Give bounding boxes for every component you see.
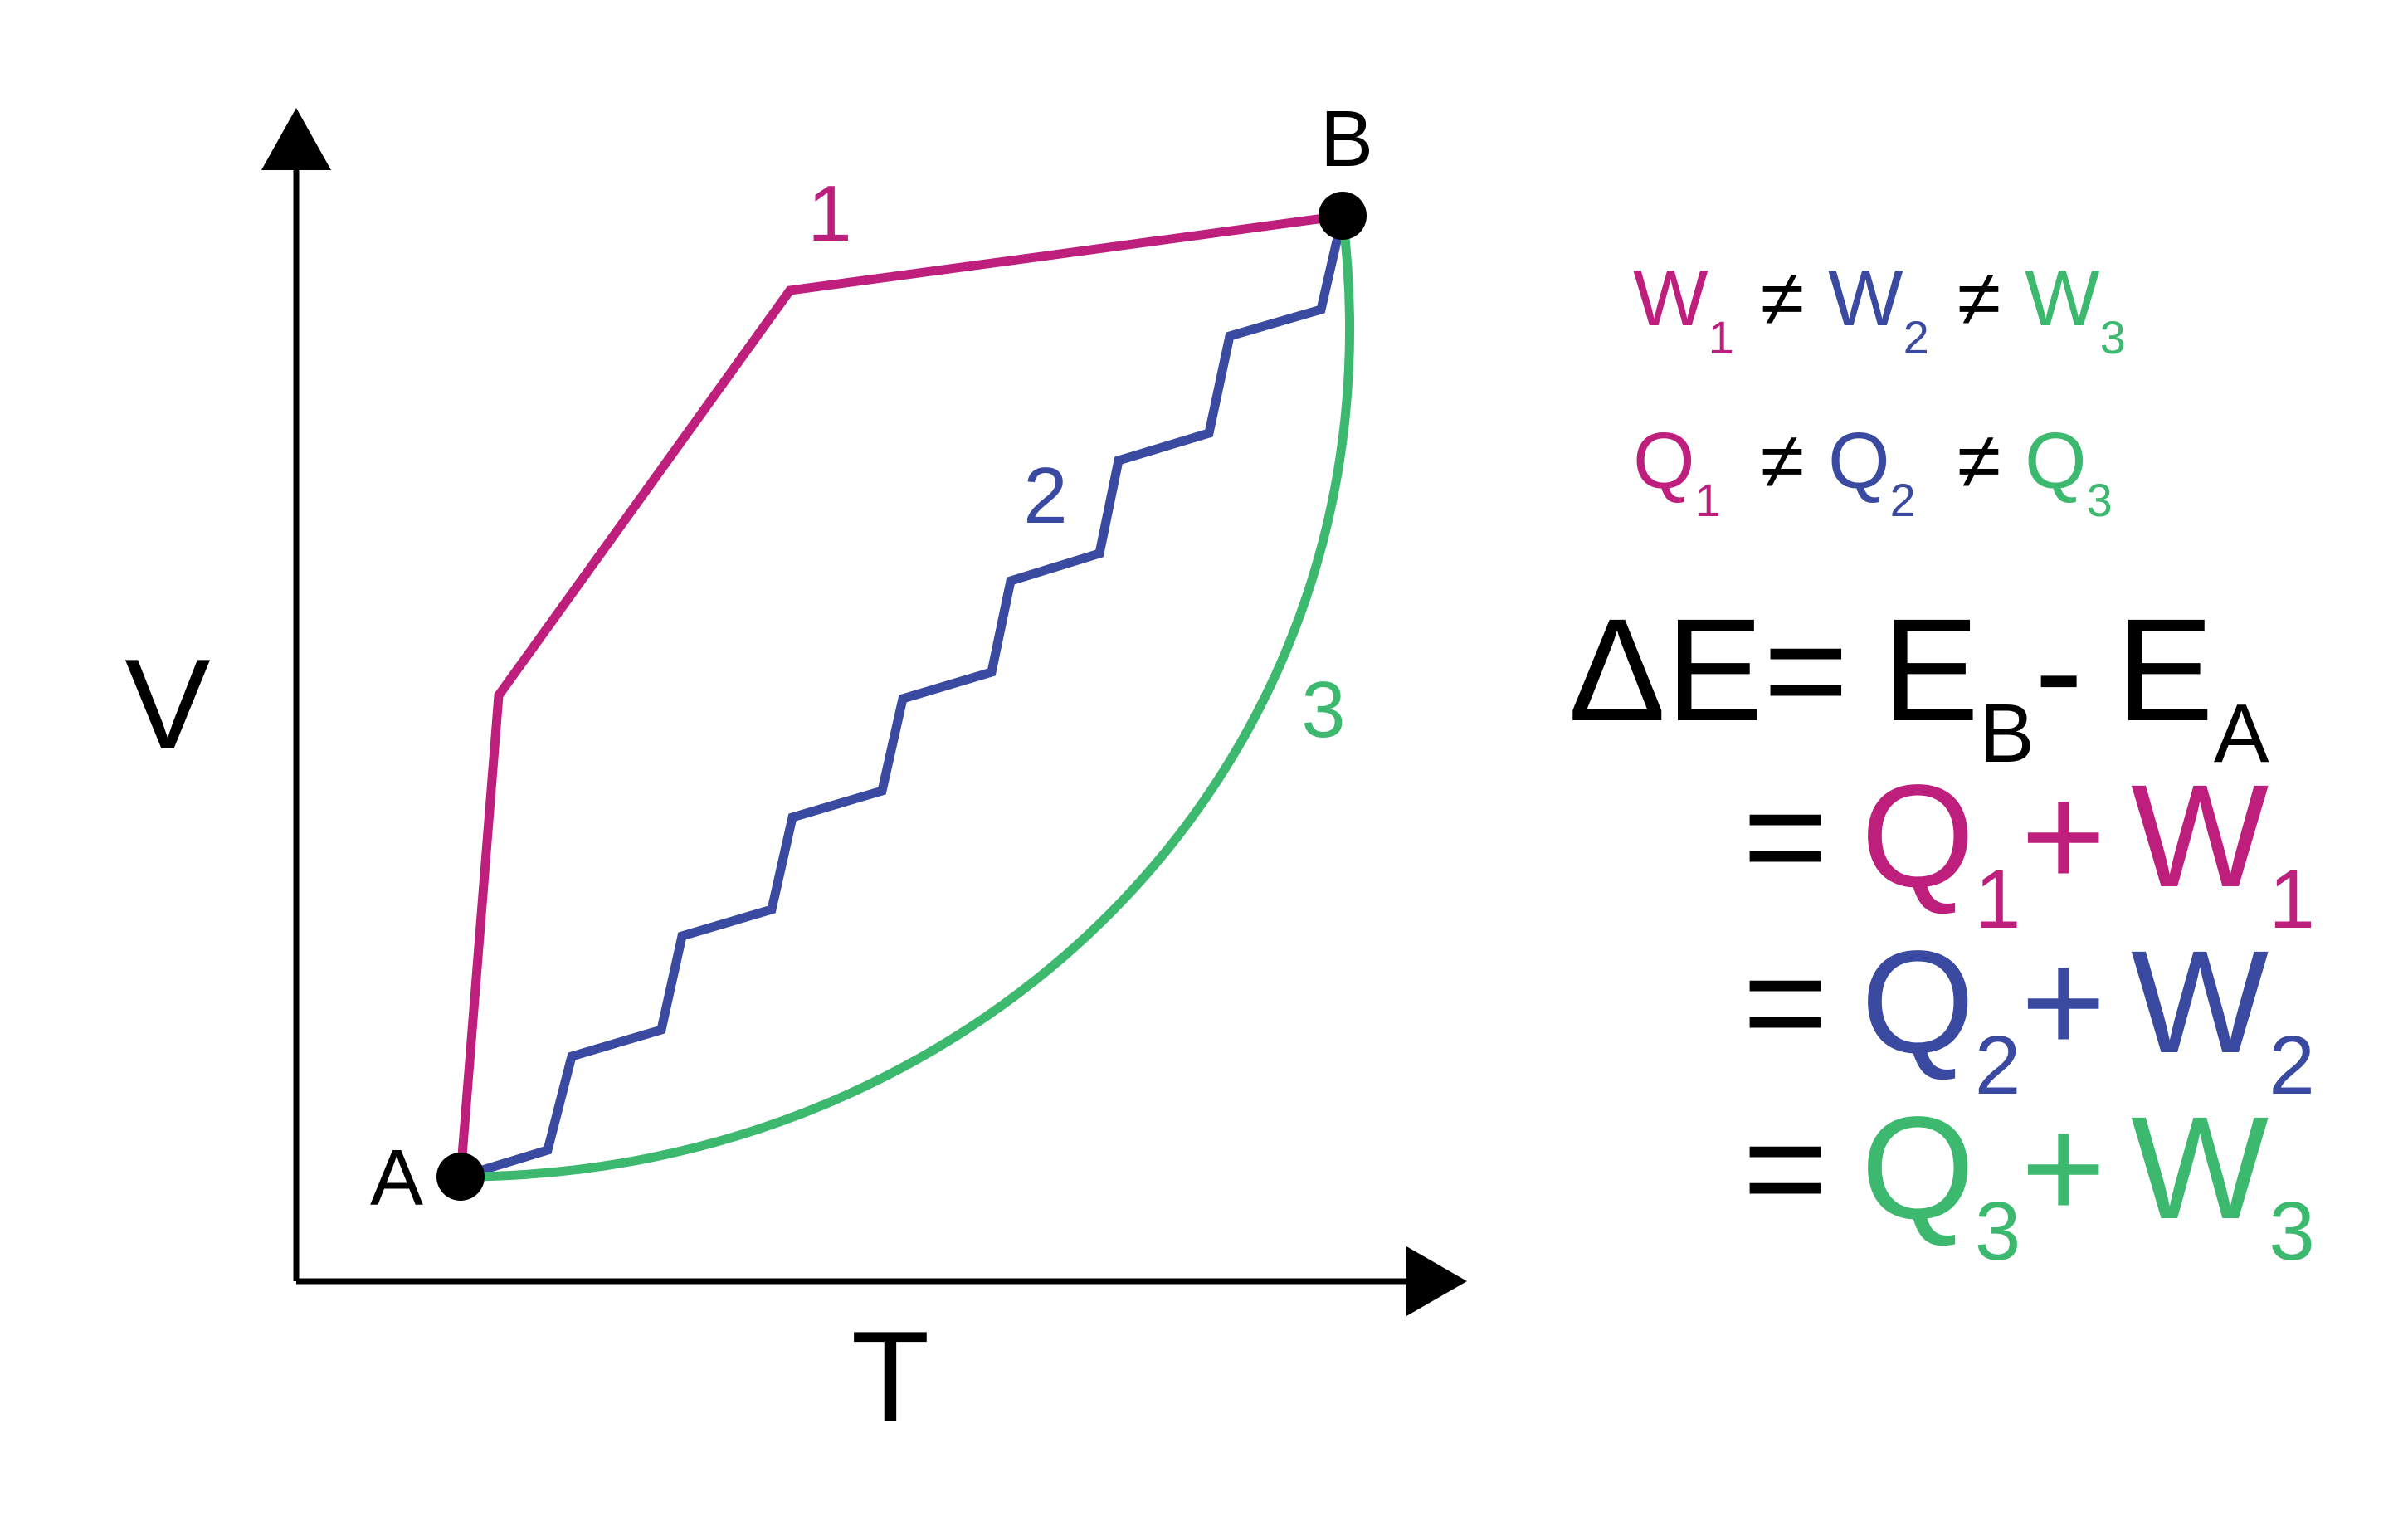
point-a-marker <box>436 1153 485 1201</box>
t-axis-label: T <box>851 1304 930 1448</box>
svg-text:W2: W2 <box>1828 254 1929 363</box>
w3-term-sub: 3 <box>2269 1185 2315 1278</box>
q2-sub: 2 <box>1890 474 1916 526</box>
ne-sign: ≠ <box>1957 417 2001 505</box>
q3-sub: 3 <box>2087 474 2113 526</box>
equals-sign: = <box>1743 921 1828 1084</box>
ne-sign: ≠ <box>1761 417 1805 505</box>
minus-sign: - <box>2035 589 2084 752</box>
delta-e-line: ΔE= EB- EA <box>1568 589 2269 780</box>
plus-sign: + <box>2020 1087 2106 1250</box>
v-axis-arrowhead <box>261 108 331 170</box>
svg-text:W3: W3 <box>2025 254 2126 363</box>
w3-term: W <box>2131 1087 2269 1250</box>
w1-term-sub: 1 <box>2269 853 2315 946</box>
ne-sign: ≠ <box>1957 254 2001 343</box>
plus-sign: + <box>2020 755 2106 918</box>
q1-symbol: Q <box>1633 417 1695 505</box>
w3-symbol: W <box>2025 254 2100 343</box>
t-axis-arrowhead <box>1406 1246 1467 1316</box>
path-2-sum: = Q2+ W2 <box>1743 921 2315 1112</box>
q2-term: Q <box>1861 921 1975 1084</box>
heat-inequality: Q1 ≠ Q2 ≠ Q3 <box>1633 417 2113 526</box>
equals-sign: = <box>1743 1087 1828 1250</box>
ne-sign: ≠ <box>1761 254 1805 343</box>
w2-sub: 2 <box>1903 311 1929 363</box>
w1-term: W <box>2131 755 2269 918</box>
q3-symbol: Q <box>2025 417 2087 505</box>
plus-sign: + <box>2020 921 2106 1084</box>
path-3-curve <box>460 215 1355 1182</box>
point-b-marker <box>1319 192 1367 240</box>
energy-equation: ΔE= EB- EA = Q1+ W1 = Q2+ W2 = Q3+ W3 <box>1568 589 2315 1278</box>
w1-sub: 1 <box>1709 311 1734 363</box>
q1-term-sub: 1 <box>1975 853 2021 946</box>
equals-sign: = <box>1743 755 1828 918</box>
e-b-sub: B <box>1979 687 2035 780</box>
q2-symbol: Q <box>1828 417 1890 505</box>
svg-text:Q3: Q3 <box>2025 417 2113 526</box>
q3-term-sub: 3 <box>1975 1185 2021 1278</box>
svg-text:Q2: Q2 <box>1828 417 1916 526</box>
axes: V T <box>124 108 1467 1448</box>
path-1-line <box>456 211 1343 1177</box>
e-a: E <box>2116 589 2213 752</box>
path-2-label: 2 <box>1023 451 1067 540</box>
svg-text:Q1: Q1 <box>1633 417 1721 526</box>
path-3-sum: = Q3+ W3 <box>1743 1087 2315 1278</box>
point-b-label: B <box>1320 95 1373 183</box>
delta-e: ΔE <box>1568 589 1763 752</box>
q2-term-sub: 2 <box>1975 1019 2021 1112</box>
path-1-label: 1 <box>807 169 851 258</box>
w2-symbol: W <box>1828 254 1903 343</box>
path-3-label: 3 <box>1301 665 1345 754</box>
w1-symbol: W <box>1633 254 1709 343</box>
v-axis-label: V <box>124 632 210 776</box>
path-1-sum: = Q1+ W1 <box>1743 755 2315 946</box>
w2-term: W <box>2131 921 2269 1084</box>
e-b: E <box>1882 589 1979 752</box>
q1-sub: 1 <box>1695 474 1721 526</box>
work-inequality: W1 ≠ W2 ≠ W3 <box>1633 254 2126 363</box>
point-a-label: A <box>370 1134 423 1222</box>
q3-term: Q <box>1861 1087 1975 1250</box>
q1-term: Q <box>1861 755 1975 918</box>
w3-sub: 3 <box>2100 311 2126 363</box>
equals-sign: = <box>1763 589 1849 752</box>
w2-term-sub: 2 <box>2269 1019 2315 1112</box>
svg-text:W1: W1 <box>1633 254 1734 363</box>
path-2-line <box>459 214 1348 1182</box>
e-a-sub: A <box>2214 687 2269 780</box>
